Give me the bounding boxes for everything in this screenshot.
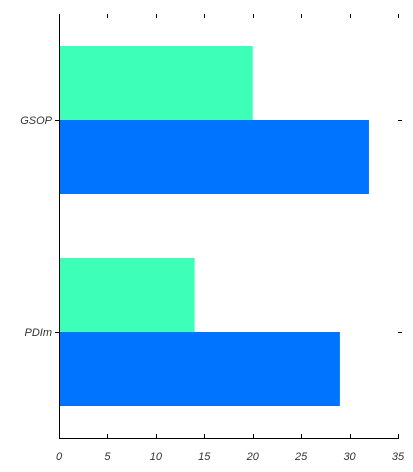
- x-ticks-group: 0 5 10 15 20 25 30 35: [56, 14, 405, 463]
- x-tick-label-20: 20: [246, 451, 260, 463]
- x-tick-label-10: 10: [150, 451, 163, 463]
- x-tick-label-35: 35: [392, 451, 405, 463]
- x-tick-label-25: 25: [294, 451, 308, 463]
- x-tick-label-15: 15: [198, 451, 211, 463]
- bar-pdim-series-2: [59, 332, 340, 406]
- bars-group: [59, 46, 369, 406]
- y-ticks-group: GSOP PDIm: [20, 115, 402, 339]
- x-tick-label-30: 30: [343, 451, 356, 463]
- bar-gsop-series-2: [59, 120, 369, 194]
- bar-pdim-series-1: [59, 258, 195, 332]
- x-tick-label-0: 0: [56, 451, 63, 463]
- axes-group: [59, 14, 399, 439]
- y-tick-label-pdim: PDIm: [25, 327, 53, 339]
- bar-gsop-series-1: [59, 46, 253, 120]
- y-tick-label-gsop: GSOP: [20, 115, 52, 127]
- x-tick-label-5: 5: [104, 451, 111, 463]
